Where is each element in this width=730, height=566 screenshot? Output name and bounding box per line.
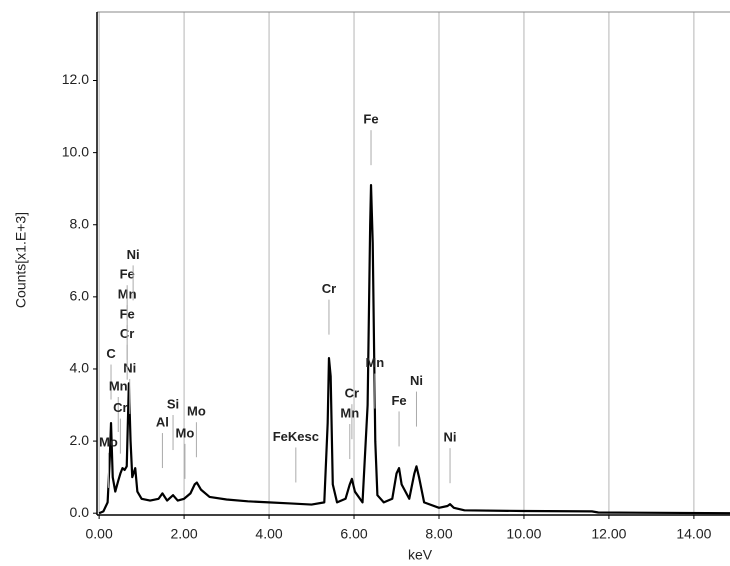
peak-label: Cr xyxy=(113,400,127,415)
y-tick-label: 12.0 xyxy=(62,71,89,87)
peak-label: Mn xyxy=(365,355,384,370)
spectrum-line xyxy=(98,183,730,515)
x-tick-label: 10.00 xyxy=(506,526,541,542)
y-axis-title: Counts[x1.E+3] xyxy=(13,212,29,308)
x-axis-title: keV xyxy=(408,547,433,563)
peak-label: Mo xyxy=(99,434,118,449)
peak-label: Mo xyxy=(176,425,195,440)
peak-label: Mo xyxy=(187,404,206,419)
peak-label: Si xyxy=(167,396,179,411)
y-tick-label: 2.0 xyxy=(70,432,90,448)
peak-label: Fe xyxy=(391,393,406,408)
y-tick-label: 6.0 xyxy=(70,288,90,304)
peak-label: Fe xyxy=(120,267,135,282)
peak-label: Ni xyxy=(410,373,423,388)
peak-label: Ni xyxy=(444,430,457,445)
peak-label: FeKesc xyxy=(273,429,319,444)
x-tick-label: 2.00 xyxy=(170,526,197,542)
peak-label: Fe xyxy=(363,112,378,127)
peak-label: Ni xyxy=(127,247,140,262)
y-tick-label: 0.0 xyxy=(70,504,90,520)
y-tick-label: 8.0 xyxy=(70,215,90,231)
peak-label: Cr xyxy=(322,281,336,296)
x-tick-label: 12.00 xyxy=(591,526,626,542)
y-tick-label: 10.0 xyxy=(62,143,89,159)
x-tick-label: 8.00 xyxy=(425,526,452,542)
y-tick-label: 4.0 xyxy=(70,360,90,376)
peak-label: Mn xyxy=(109,378,128,393)
x-tick-label: 6.00 xyxy=(340,526,367,542)
peak-label: Ni xyxy=(123,360,136,375)
x-tick-label: 14.00 xyxy=(676,526,711,542)
peak-label: Al xyxy=(156,414,169,429)
peak-label: Cr xyxy=(345,386,359,401)
peak-label: Mn xyxy=(340,405,359,420)
x-tick-label: 0.00 xyxy=(85,526,112,542)
peak-label: C xyxy=(106,346,116,361)
x-tick-label: 4.00 xyxy=(255,526,282,542)
